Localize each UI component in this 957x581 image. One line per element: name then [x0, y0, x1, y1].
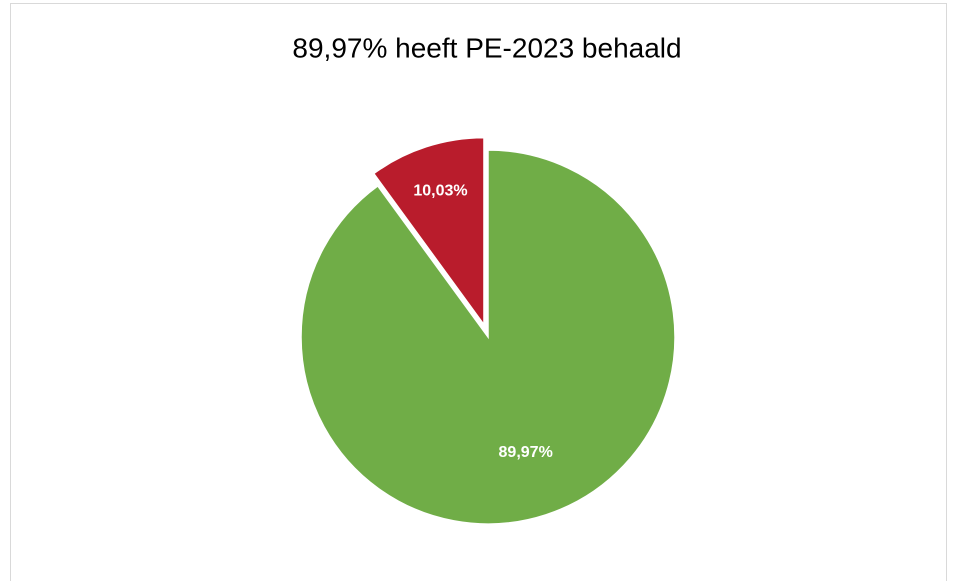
- chart-title: 89,97% heeft PE-2023 behaald: [292, 32, 681, 63]
- pie-slice: [372, 136, 485, 327]
- data-label: 10,03%: [413, 183, 467, 200]
- data-label: 89,97%: [499, 444, 553, 461]
- pie-slice: [300, 149, 676, 525]
